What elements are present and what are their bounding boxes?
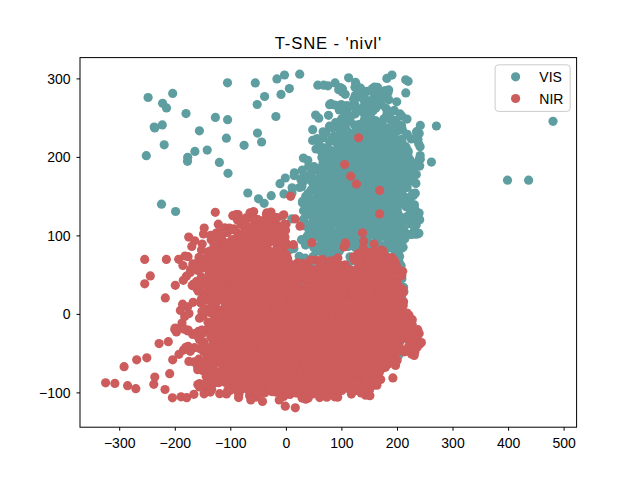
svg-text:−100: −100 [39,385,71,401]
svg-text:−300: −300 [104,435,136,451]
svg-text:500: 500 [552,435,576,451]
svg-text:200: 200 [386,435,410,451]
svg-text:400: 400 [497,435,521,451]
svg-text:0: 0 [63,306,71,322]
svg-text:300: 300 [441,435,465,451]
svg-text:VIS: VIS [539,69,562,85]
svg-text:NIR: NIR [539,91,563,107]
svg-text:T-SNE - 'nivl': T-SNE - 'nivl' [275,34,382,53]
svg-text:−100: −100 [215,435,247,451]
svg-text:100: 100 [47,228,71,244]
svg-text:300: 300 [47,71,71,87]
svg-text:0: 0 [283,435,291,451]
svg-text:200: 200 [47,149,71,165]
svg-text:100: 100 [330,435,354,451]
svg-text:−200: −200 [160,435,192,451]
